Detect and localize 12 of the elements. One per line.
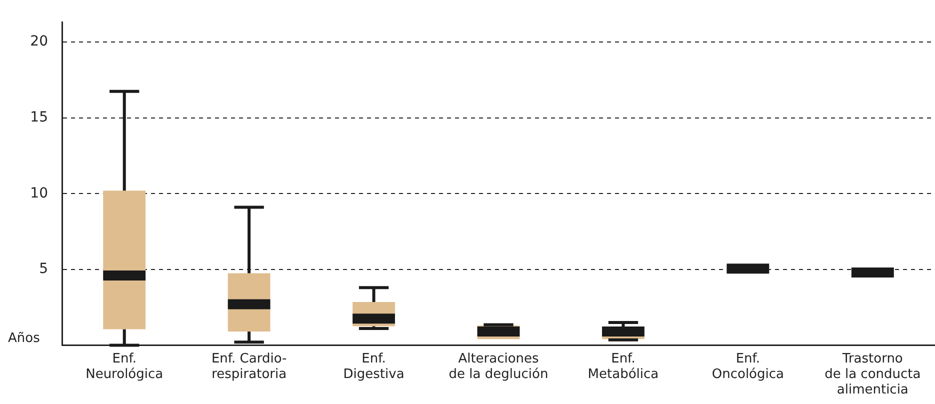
x-tick-label: Enf. Oncológica <box>712 351 784 382</box>
x-tick-label: Enf. Cardio- respiratoria <box>211 351 288 382</box>
x-tick-label: Trastorno de la conducta alimenticia <box>824 351 921 398</box>
x-tick-label: Enf. Metabólica <box>588 351 659 382</box>
y-tick-label: 20 <box>30 34 48 50</box>
y-tick-label: 10 <box>30 185 48 202</box>
y-tick-label: 5 <box>39 261 48 278</box>
y-tick-label: 15 <box>30 110 48 126</box>
x-tick-label: Enf. Digestiva <box>343 351 404 382</box>
x-tick-label: Enf. Neurológica <box>86 351 164 382</box>
y-axis-title: Años <box>8 331 40 346</box>
x-tick-label: Alteraciones de la deglución <box>448 351 548 382</box>
